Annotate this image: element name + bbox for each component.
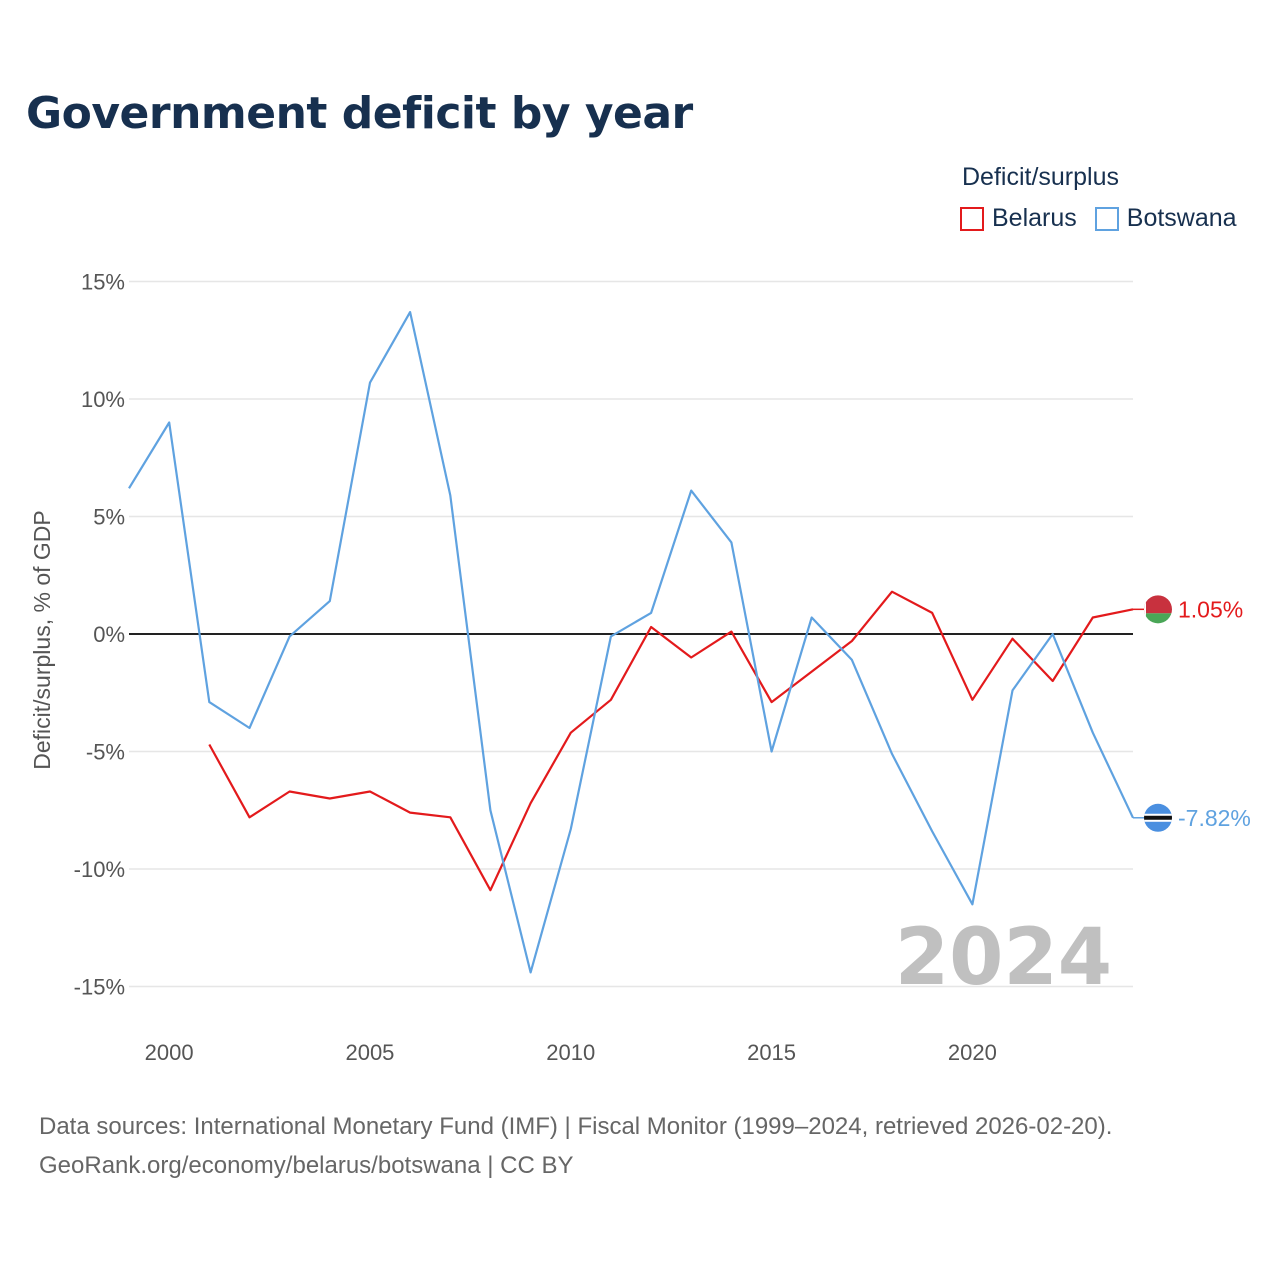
legend-label-belarus: Belarus	[992, 204, 1077, 232]
legend-item-belarus[interactable]: Belarus	[960, 204, 1077, 233]
y-axis-ticks: 15% 10% 5% 0% -5% -10% -15%	[74, 270, 125, 1000]
legend-title: Deficit/surplus	[962, 163, 1119, 191]
footer-attribution[interactable]: GeoRank.org/economy/belarus/botswana | C…	[39, 1152, 574, 1179]
x-tick-label: 2000	[145, 1040, 194, 1065]
y-tick-label: 10%	[81, 387, 125, 412]
y-tick-label: -10%	[74, 857, 125, 882]
end-markers	[1144, 595, 1172, 832]
legend: Belarus Botswana	[960, 204, 1255, 233]
series-lines	[128, 311, 1147, 974]
x-axis-ticks: 2000 2005 2010 2015 2020	[145, 1040, 997, 1065]
legend-swatch-botswana	[1094, 206, 1119, 231]
x-tick-label: 2015	[747, 1040, 796, 1065]
y-tick-label: 5%	[93, 505, 125, 530]
botswana-flag-icon	[1144, 803, 1172, 832]
x-tick-label: 2010	[546, 1040, 595, 1065]
series-line-botswana[interactable]	[128, 311, 1134, 974]
x-tick-label: 2020	[948, 1040, 997, 1065]
legend-label-botswana: Botswana	[1126, 204, 1237, 232]
belarus-end-label: 1.05%	[1178, 596, 1243, 622]
belarus-flag-icon	[1144, 595, 1172, 624]
series-line-belarus[interactable]	[208, 590, 1134, 892]
y-tick-label: -5%	[86, 740, 125, 765]
legend-item-botswana[interactable]: Botswana	[1094, 204, 1237, 233]
y-tick-label: 15%	[81, 270, 125, 295]
legend-swatch-belarus	[960, 206, 984, 231]
gridlines	[129, 280, 1133, 988]
y-tick-label: -15%	[74, 975, 125, 1000]
botswana-end-label: -7.82%	[1178, 805, 1251, 831]
y-tick-label: 0%	[93, 622, 125, 647]
x-tick-label: 2005	[345, 1040, 394, 1065]
y-axis-label: Deficit/surplus, % of GDP	[29, 510, 55, 769]
footer: Data sources: International Monetary Fun…	[39, 1107, 1112, 1185]
footer-sources: Data sources: International Monetary Fun…	[39, 1113, 1113, 1140]
year-watermark: 2024	[895, 913, 1112, 1003]
chart-title: Government deficit by year	[26, 88, 693, 139]
